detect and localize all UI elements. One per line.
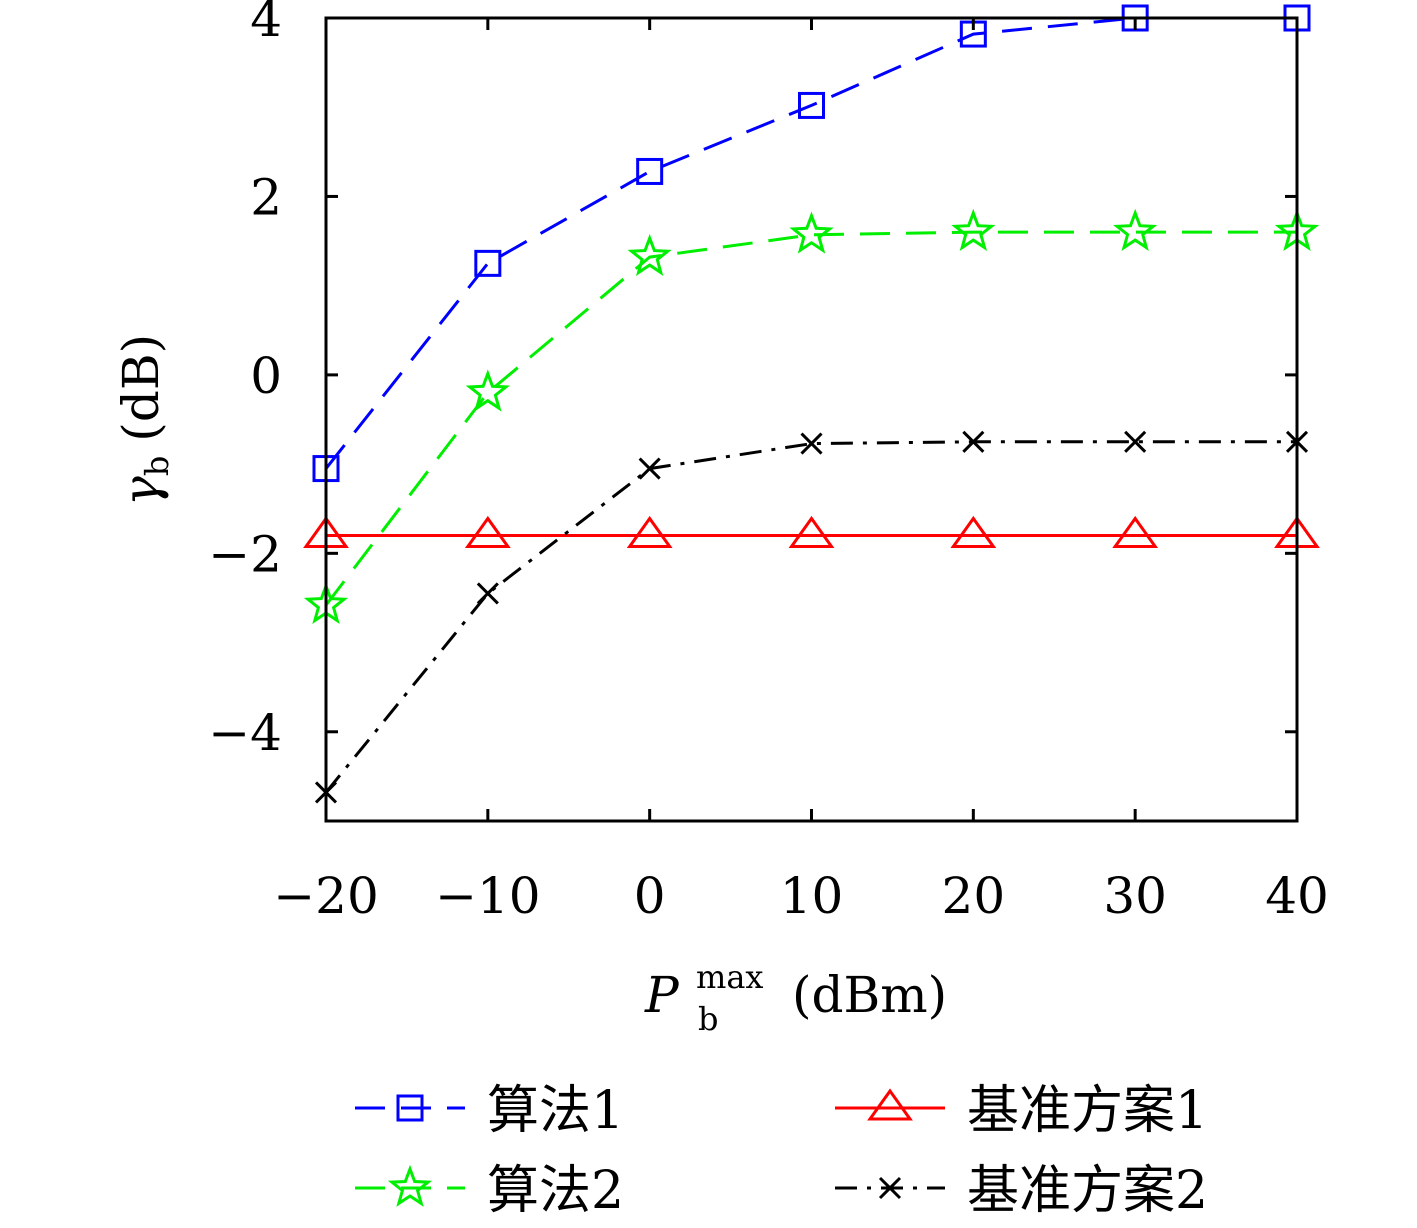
- data-point-triangle: [867, 1088, 913, 1121]
- data-point-square: [474, 249, 502, 277]
- data-point-star: [627, 233, 672, 276]
- data-point-star: [789, 211, 834, 254]
- x-tick-label: 0: [634, 867, 666, 925]
- y-tick-label: −2: [208, 525, 282, 583]
- data-point-triangle: [788, 515, 835, 548]
- data-point-triangle: [950, 515, 997, 548]
- legend-label: 算法1: [487, 1081, 624, 1141]
- data-point-star: [387, 1164, 433, 1207]
- legend-item: 算法2: [355, 1161, 624, 1221]
- y-axis-label: γb(dB): [112, 334, 176, 506]
- x-tick-label: −20: [273, 867, 379, 925]
- data-point-star: [465, 369, 510, 412]
- data-point-x: [476, 582, 499, 605]
- legend-label: 基准方案2: [967, 1161, 1208, 1221]
- x-axis-label-sub: b: [698, 1000, 718, 1038]
- y-tick-label: 2: [250, 168, 282, 226]
- legend-label: 算法2: [487, 1161, 624, 1221]
- series-2: [303, 208, 1320, 624]
- data-point-triangle: [464, 515, 511, 548]
- legend: 算法1 算法2 基准方案1 基准方案2: [355, 1081, 1208, 1221]
- x-tick-label: 20: [942, 867, 1006, 925]
- y-tick-label: 4: [250, 0, 282, 48]
- data-point-square: [636, 157, 664, 185]
- data-point-star: [951, 208, 996, 251]
- legend-label: 基准方案1: [967, 1081, 1208, 1141]
- legend-item: 算法1: [355, 1081, 624, 1141]
- plot-area-frame: [324, 16, 1299, 823]
- data-point-x: [1124, 430, 1147, 453]
- data-point-star: [1113, 208, 1158, 251]
- data-point-square: [798, 91, 825, 119]
- legend-item: 基准方案1: [835, 1081, 1208, 1141]
- series-line: [324, 440, 1297, 794]
- series-3: [303, 515, 1320, 548]
- x-axis-label-sup: max: [696, 958, 763, 996]
- x-axis-label-unit: (dBm): [792, 966, 947, 1024]
- data-point-x: [800, 432, 823, 455]
- y-tick-label: −4: [208, 704, 282, 762]
- x-tick-label: 40: [1265, 867, 1329, 925]
- legend-item: 基准方案2: [835, 1161, 1208, 1221]
- series-layer: [303, 4, 1320, 804]
- data-point-triangle: [1112, 515, 1159, 548]
- y-axis-title: γb(dB): [112, 334, 176, 506]
- x-tick-label: 10: [780, 867, 844, 925]
- x-tick-label: 30: [1103, 867, 1167, 925]
- x-axis-label-main: P: [644, 966, 680, 1024]
- data-point-triangle: [626, 515, 673, 548]
- data-point-x: [962, 430, 985, 453]
- data-point-square: [396, 1094, 424, 1122]
- data-point-x: [878, 1176, 902, 1200]
- series-line: [324, 16, 1297, 470]
- series-line: [324, 230, 1297, 607]
- series-4: [314, 430, 1309, 804]
- data-point-x: [638, 457, 661, 480]
- x-tick-label: −10: [435, 867, 541, 925]
- y-tick-label: 0: [250, 347, 282, 405]
